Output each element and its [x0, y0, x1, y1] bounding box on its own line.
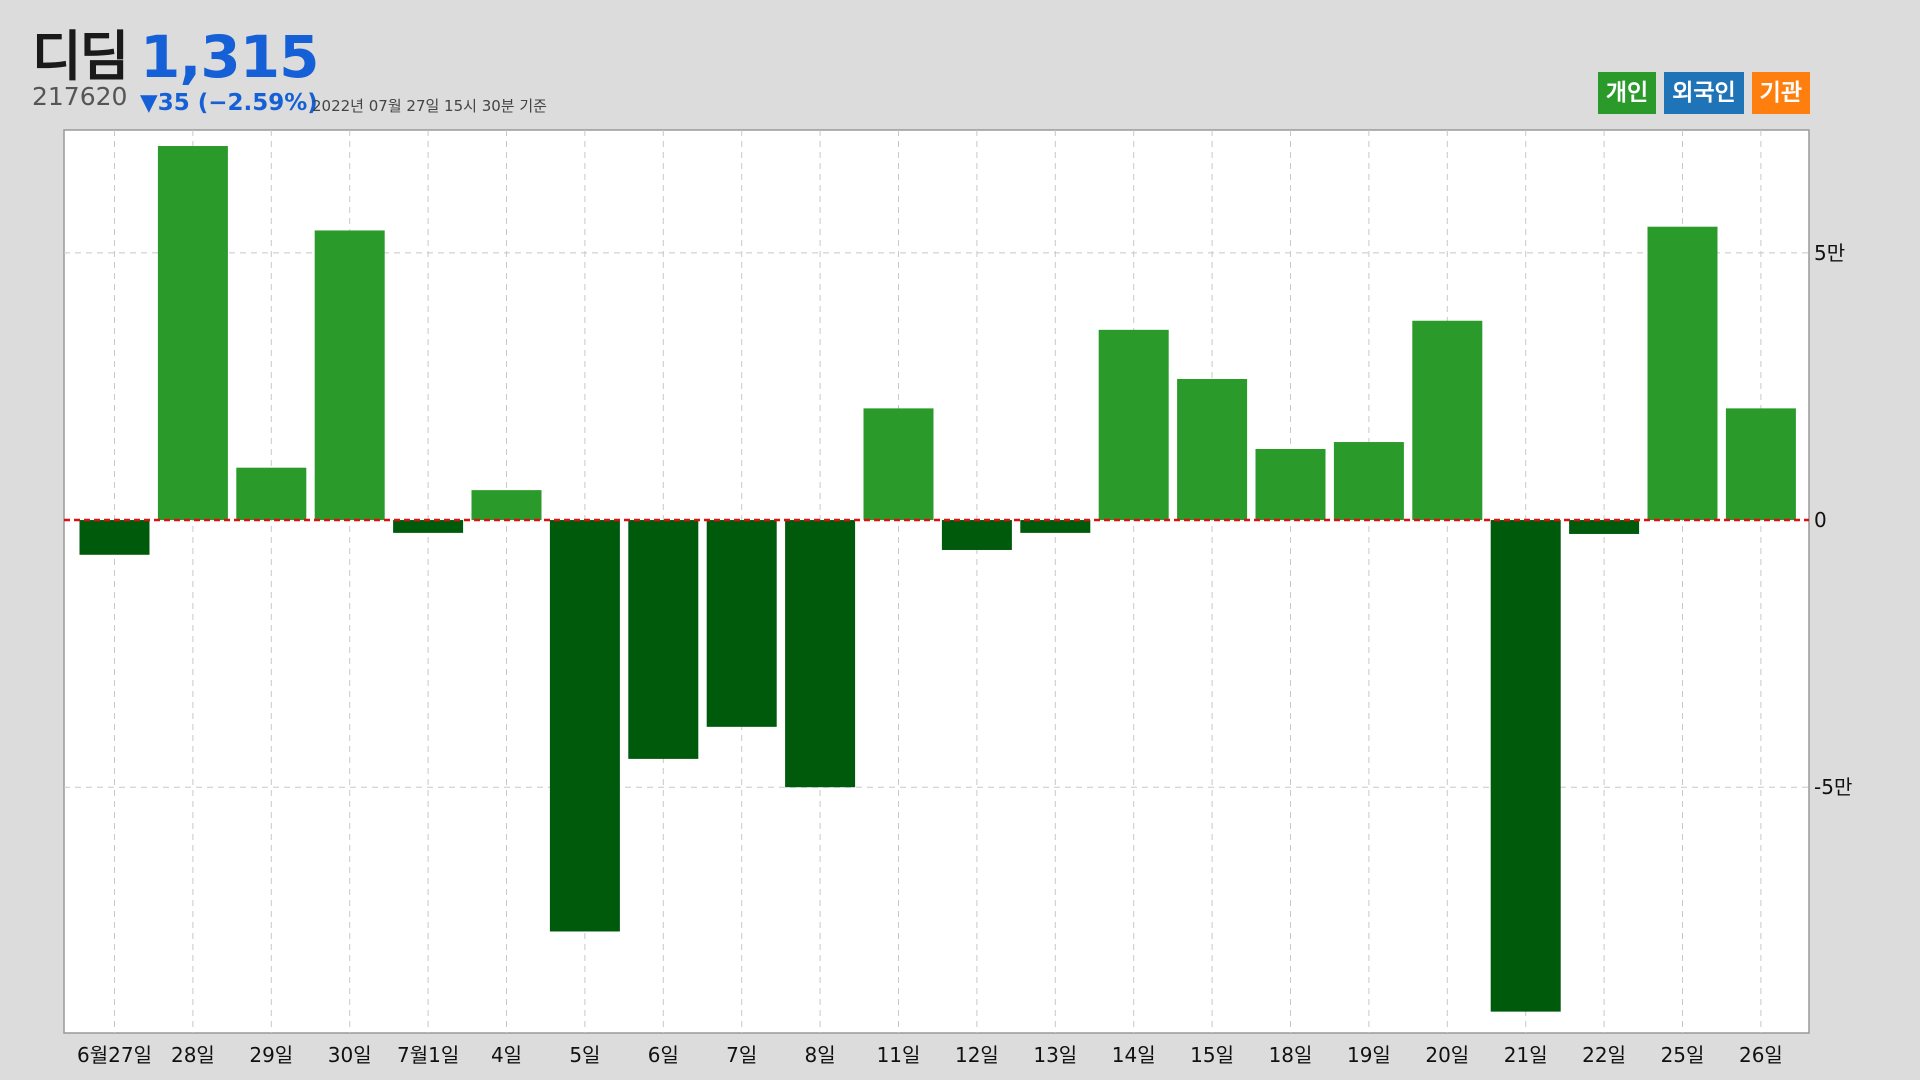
bar-17[interactable] — [1412, 320, 1483, 521]
stock-name: 디딤 — [32, 25, 129, 88]
bar-1[interactable] — [157, 146, 228, 521]
bar-4[interactable] — [393, 520, 464, 533]
stock-code: 217620 — [32, 82, 128, 111]
stock-change: ▼35 (−2.59%) — [140, 90, 318, 116]
y-tick-label: -5만 — [1814, 775, 1852, 799]
bar-6[interactable] — [549, 520, 620, 932]
bar-10[interactable] — [863, 408, 934, 521]
x-tick-label: 18일 — [1269, 1043, 1313, 1067]
x-tick-label: 14일 — [1112, 1043, 1156, 1067]
legend-institution[interactable]: 기관 — [1751, 72, 1810, 114]
x-tick-label: 21일 — [1504, 1043, 1548, 1067]
x-tick-label: 26일 — [1739, 1043, 1783, 1067]
bar-9[interactable] — [785, 520, 856, 788]
bar-18[interactable] — [1490, 520, 1561, 1012]
x-tick-label: 25일 — [1661, 1043, 1705, 1067]
x-tick-label: 19일 — [1347, 1043, 1391, 1067]
stock-price: 1,315 — [140, 23, 319, 91]
bar-13[interactable] — [1098, 329, 1169, 521]
bar-7[interactable] — [628, 520, 699, 759]
x-tick-label: 7일 — [726, 1043, 757, 1067]
y-axis-labels: 5만 0 -5만 — [1814, 241, 1852, 799]
x-tick-label: 15일 — [1190, 1043, 1234, 1067]
bar-12[interactable] — [1020, 520, 1091, 533]
legend: 개인 외국인 기관 — [1597, 72, 1810, 114]
bar-8[interactable] — [706, 520, 777, 727]
x-tick-label: 12일 — [955, 1043, 999, 1067]
x-tick-label: 28일 — [171, 1043, 215, 1067]
bars — [79, 146, 1796, 1012]
bar-2[interactable] — [236, 467, 307, 521]
x-tick-label: 7월1일 — [397, 1043, 459, 1067]
x-tick-label: 30일 — [328, 1043, 372, 1067]
x-axis-labels: 6월27일 28일 29일 30일 7월1일 4일 5일 6일 7일 8일 11일 12일 13일 14일… — [77, 1043, 1783, 1067]
bar-11[interactable] — [941, 520, 1012, 550]
y-tick-label: 5만 — [1814, 241, 1845, 265]
bar-15[interactable] — [1255, 448, 1326, 521]
bar-16[interactable] — [1333, 442, 1404, 521]
x-tick-label: 5일 — [569, 1043, 600, 1067]
legend-individual[interactable]: 개인 — [1597, 72, 1657, 114]
x-tick-label: 6일 — [648, 1043, 679, 1067]
legend-foreign[interactable]: 외국인 — [1664, 72, 1744, 114]
bar-19[interactable] — [1569, 520, 1640, 534]
x-tick-label: 22일 — [1582, 1043, 1626, 1067]
bar-5[interactable] — [471, 490, 542, 521]
bar-21[interactable] — [1725, 408, 1796, 521]
bar-0[interactable] — [79, 520, 150, 555]
bar-3[interactable] — [314, 230, 385, 521]
x-tick-label: 8일 — [805, 1043, 836, 1067]
x-tick-label: 6월27일 — [77, 1043, 152, 1067]
x-tick-label: 4일 — [491, 1043, 522, 1067]
bar-14[interactable] — [1177, 378, 1248, 521]
y-tick-label: 0 — [1814, 508, 1827, 532]
x-tick-label: 11일 — [877, 1043, 921, 1067]
x-tick-label: 29일 — [249, 1043, 293, 1067]
bar-20[interactable] — [1647, 226, 1718, 521]
x-tick-label: 13일 — [1033, 1043, 1077, 1067]
x-tick-label: 20일 — [1425, 1043, 1469, 1067]
timestamp: 2022년 07월 27일 15시 30분 기준 — [312, 97, 547, 115]
